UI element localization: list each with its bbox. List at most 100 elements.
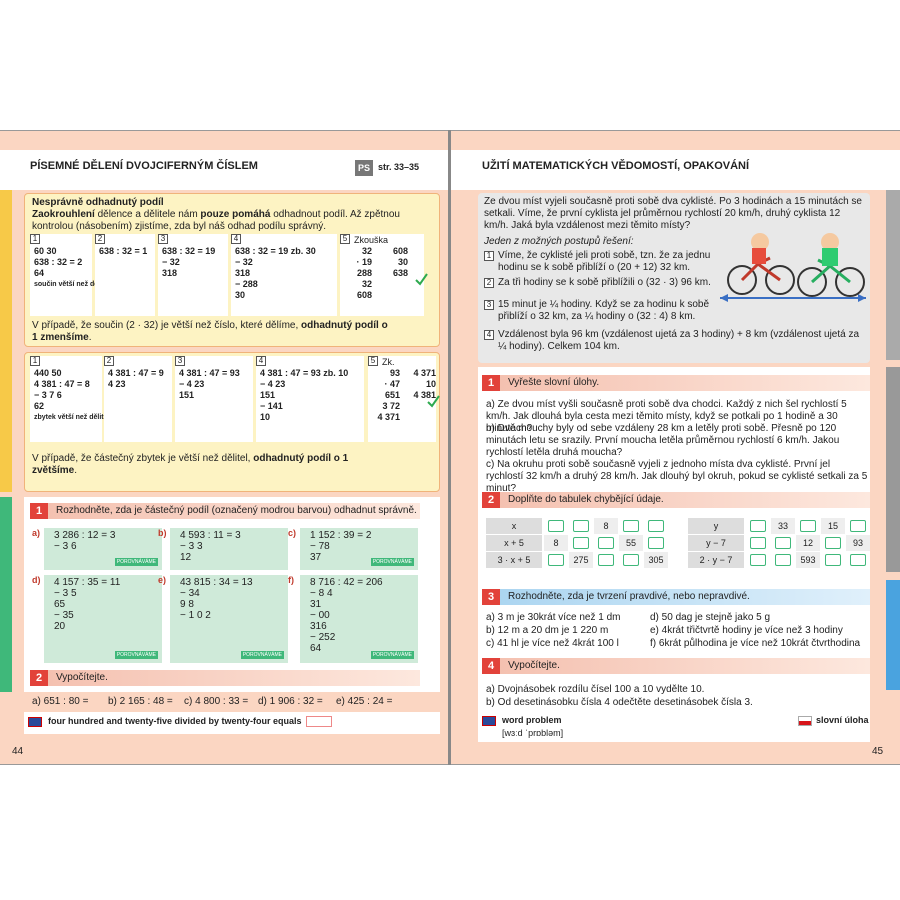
table-cell: 8 <box>544 535 568 551</box>
empty-cell <box>800 520 816 532</box>
empty-cell <box>623 554 639 566</box>
step-text: Vzdálenost byla 96 km (vzdálenost ujetá … <box>498 329 860 352</box>
math-line: 4 381 : 47 = 93 <box>179 368 240 378</box>
exercise-number: 1 <box>482 375 500 391</box>
exercise-instruction: Rozhodněte, zda je částečný podíl (označ… <box>30 503 420 519</box>
table-header: 2 · y − 7 <box>688 552 744 568</box>
math-line: 316 <box>310 621 327 632</box>
exercise-instruction: Vyřešte slovní úlohy. <box>482 375 870 391</box>
exercise-instruction: Vypočítejte. <box>482 658 870 674</box>
step-number: 3 <box>158 234 168 244</box>
text-run: . <box>74 465 78 476</box>
exercise-instruction: Vypočítejte. <box>30 670 420 686</box>
step-number: 4 <box>256 356 266 366</box>
math-line: 31 <box>310 599 322 610</box>
ps-badge: PS <box>355 160 373 176</box>
step-text: Víme, že cyklisté jeli proti sobě, tzn. … <box>498 250 711 273</box>
exercise-item: c) Na okruhu proti sobě současně vyjeli … <box>486 459 868 494</box>
page-number: 44 <box>12 746 24 757</box>
step-number: 4 <box>231 234 241 244</box>
exercise-item: d) 50 dag je stejně jako 5 g <box>650 612 771 623</box>
exercise-item: d) 1 906 : 32 = <box>258 696 323 707</box>
item-box: 4 157 : 35 = 11− 3 5 65− 35 20 POROVNÁVÁME <box>44 575 162 663</box>
exercise-item: b) 2 165 : 48 = <box>108 696 173 707</box>
item-box: 1 152 : 39 = 2− 78 37 POROVNÁVÁME <box>300 528 418 570</box>
table-cell: 55 <box>619 535 643 551</box>
side-tab <box>886 190 900 360</box>
page-title: PÍSEMNÉ DĚLENÍ DVOJCIFERNÝM ČÍSLEM <box>30 160 258 172</box>
step-box: 1 60 30 638 : 32 = 2 64 součin větší než děl… <box>30 234 116 316</box>
math-line: 62 <box>34 401 45 411</box>
math-line: 1 152 : 39 = 2 <box>310 530 372 541</box>
empty-cell <box>548 520 564 532</box>
item-letter: a) <box>32 528 41 538</box>
solution-heading: Jeden z možných postupů řešení: <box>484 236 634 247</box>
item-box: 8 716 : 42 = 206− 8 4 31− 00 316− 252 64 POR… <box>300 575 418 663</box>
math-line: · 47 <box>384 379 400 389</box>
step-number: 3 <box>175 356 185 366</box>
math-line: − 34 <box>180 588 200 599</box>
math-line: 10 <box>260 412 271 422</box>
problem-text: Ze dvou míst vyjeli současně proti sobě … <box>484 196 862 231</box>
tag: POROVNÁVÁME <box>114 651 158 659</box>
empty-cell <box>825 537 841 549</box>
math-line: 8 716 : 42 = 206 <box>310 577 383 588</box>
side-tab <box>886 367 900 572</box>
conclusion: V případě, že součin (2 · 32) je větší n… <box>32 320 392 344</box>
tag: POROVNÁVÁME <box>114 558 158 566</box>
exercise-number: 3 <box>482 589 500 605</box>
page-title: UŽITÍ MATEMATICKÝCH VĚDOMOSTÍ, OPAKOVÁNÍ <box>482 160 750 172</box>
title-band <box>0 150 448 190</box>
conclusion: V případě, že částečný zbytek je větší n… <box>32 453 362 477</box>
math-line: 151 <box>179 390 195 400</box>
footer-pron: [wɜːd ˈprɒbləm] <box>502 728 564 738</box>
box-heading: Nesprávně odhadnutý podíl <box>32 197 164 208</box>
math-line: 4 381 : 47 = 9 <box>108 368 164 378</box>
exercise-item: b) Od desetinásobku čísla 4 odečtěte des… <box>486 697 753 708</box>
math-line: 93 <box>389 368 400 378</box>
step-label: Zk. <box>382 357 395 367</box>
empty-cell <box>573 537 589 549</box>
math-line: 43 815 : 34 = 13 <box>180 577 253 588</box>
table-cell: 275 <box>569 552 593 568</box>
exercise-instruction: Rozhodněte, zda je tvrzení pravdivé, neb… <box>482 589 870 605</box>
item-letter: d) <box>32 575 41 585</box>
step-number: 2 <box>95 234 105 244</box>
exercise-item: a) Dvojnásobek rozdílu čísel 100 a 10 vy… <box>486 684 705 695</box>
math-line: 4 23 <box>108 379 126 389</box>
side-tab <box>0 497 12 692</box>
math-line: 10 <box>425 379 436 389</box>
item-letter: b) <box>158 528 167 538</box>
math-line: 4 371 <box>377 412 400 422</box>
math-line: − 1 0 2 <box>180 610 211 621</box>
empty-cell <box>750 537 766 549</box>
page-number: 45 <box>872 746 884 757</box>
answer-box <box>306 716 332 727</box>
step-number: 3 <box>484 300 494 310</box>
check-mark <box>427 395 440 408</box>
math-line: − 3 3 <box>180 541 203 552</box>
step-text: Za tři hodiny se k sobě přiblížili o (32… <box>498 277 711 288</box>
math-line: 288 <box>356 268 372 278</box>
math-line: 608 <box>392 246 408 256</box>
flag-cz <box>798 716 812 726</box>
exercise-item: e) 425 : 24 = <box>336 696 393 707</box>
math-line: − 78 <box>310 541 330 552</box>
math-line: 12 <box>180 552 192 563</box>
math-line: · 19 <box>356 257 372 267</box>
text-run: odhadnutý podíl o 1 zvětšíme <box>32 453 349 476</box>
item-box: 43 815 : 34 = 13− 34 9 8− 1 0 2 POROVNÁVÁM… <box>170 575 288 663</box>
flag-uk <box>482 716 496 726</box>
step-number: 4 <box>484 330 494 340</box>
step-text: 15 minut je ¼ hodiny. Když se za hodinu … <box>498 299 710 322</box>
exercise-item: a) 3 m je 30krát více než 1 dm <box>486 612 621 623</box>
math-line: 65 <box>54 599 66 610</box>
table-cell: 15 <box>821 518 845 534</box>
math-line: 638 <box>392 268 408 278</box>
math-line: 4 381 : 47 = 93 zb. 10 <box>260 368 349 378</box>
table-cell: 93 <box>846 535 870 551</box>
math-line: − 252 <box>310 632 336 643</box>
exercise-item: e) 4krát třičtvrtě hodiny je více než 3 … <box>650 625 843 636</box>
math-line: 20 <box>54 621 66 632</box>
